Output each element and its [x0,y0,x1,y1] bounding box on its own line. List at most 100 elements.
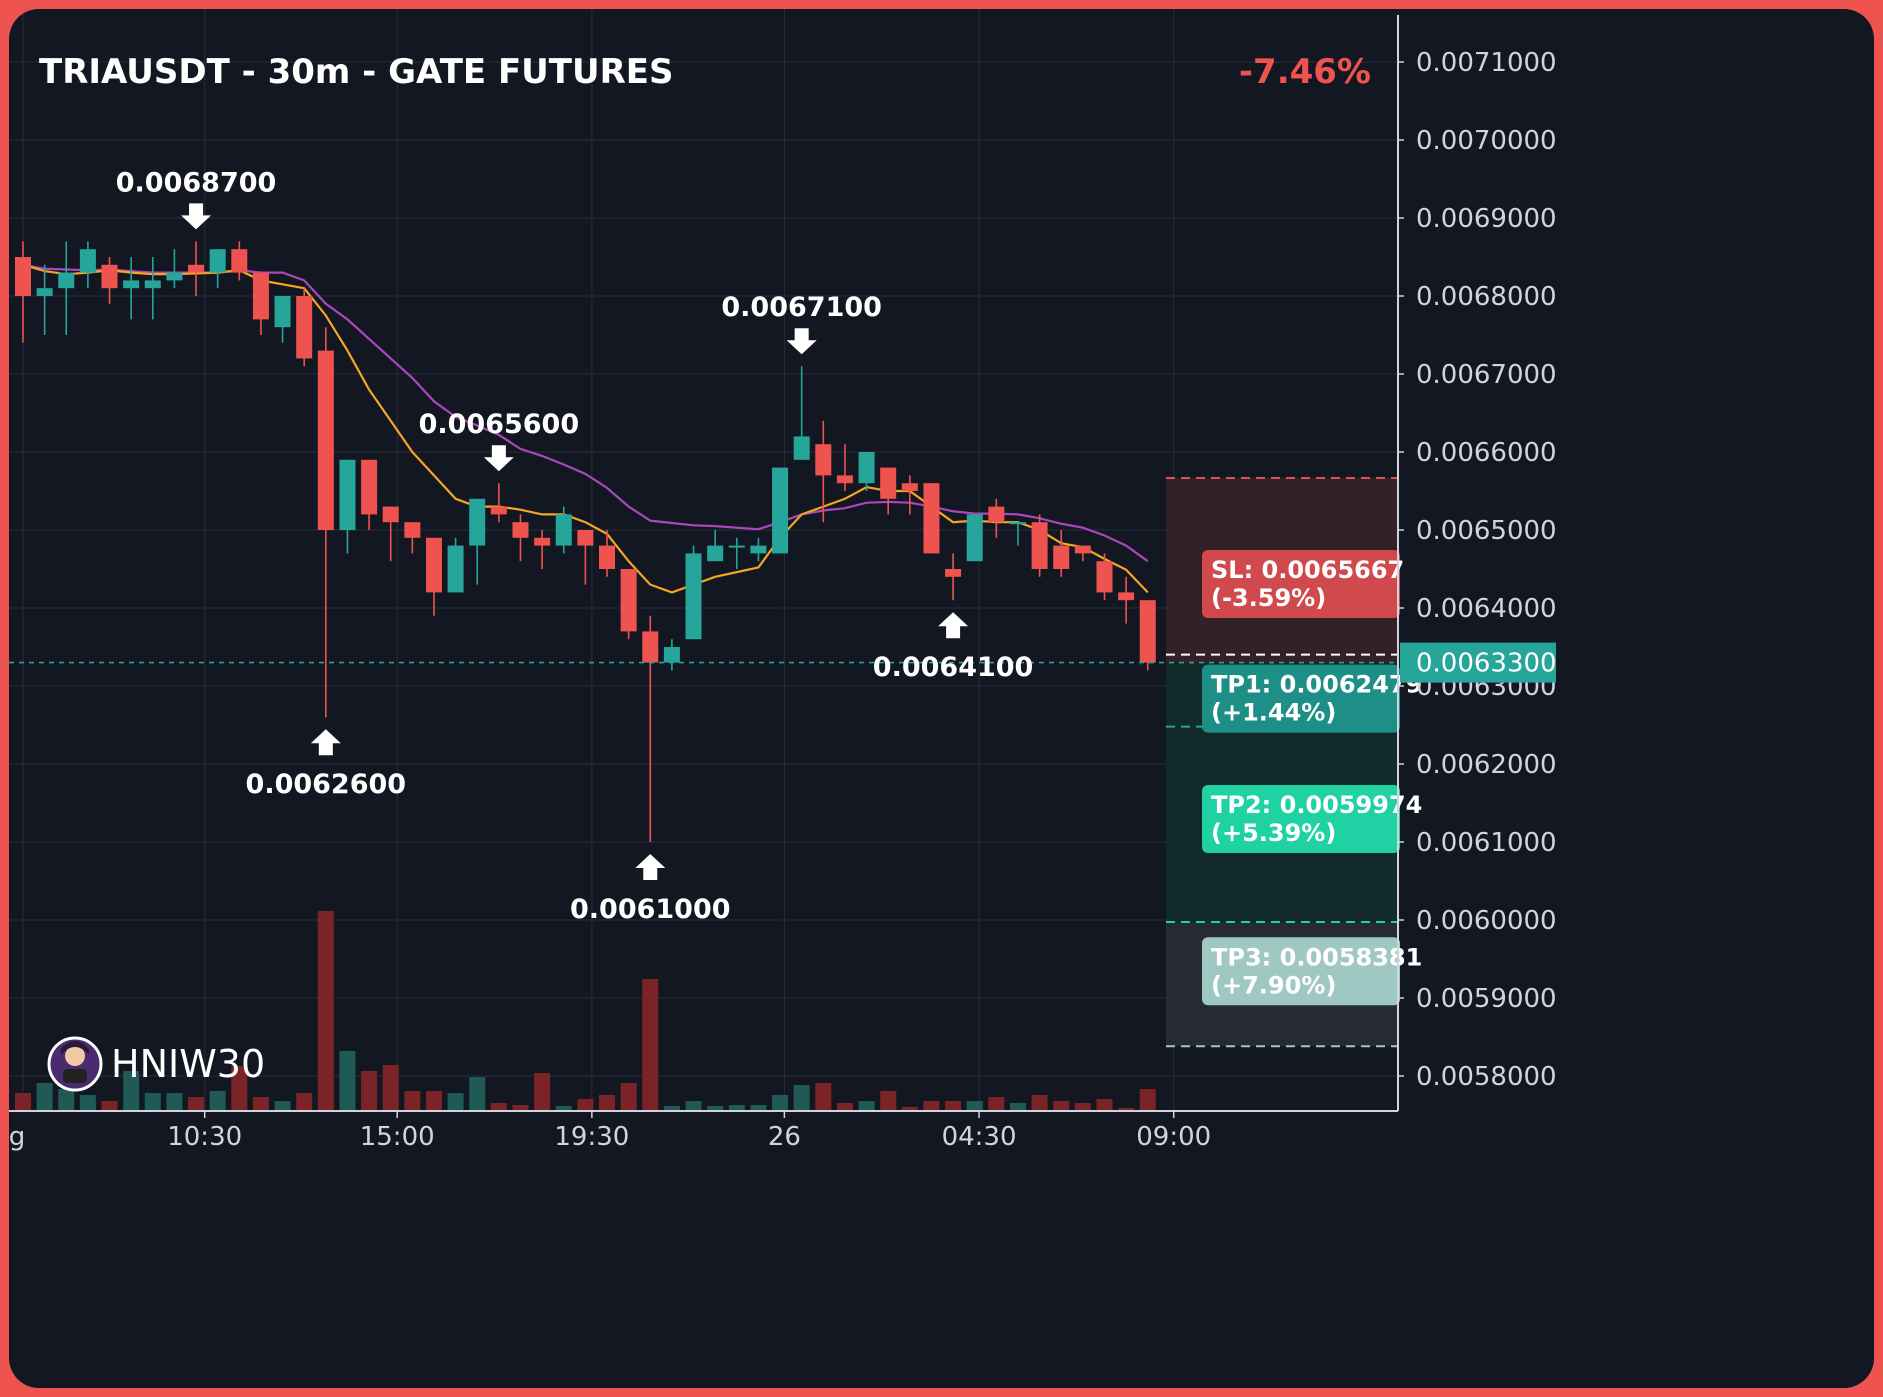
annotation-label: 0.0068700 [116,167,277,198]
tp1-box-title: TP1: 0.0062479 [1211,671,1422,699]
annotation-label: 0.0061000 [570,894,731,925]
volume-bar-40 [880,1091,897,1111]
tp2-label-box: TP2: 0.0059974(+5.39%) [1202,785,1422,854]
annotation-label: 0.0062600 [246,769,407,800]
candle-11 [252,272,269,335]
volume-bar-42 [923,1101,940,1111]
candle-body-20 [447,545,464,593]
price-tick-label-3: 0.0068000 [1416,282,1557,312]
candle-36 [793,366,810,460]
chart-frame: 0.0068700 0.0062600 0.0065600 0.0061000 0.00… [9,9,1874,1388]
volume-bar-50 [1096,1099,1113,1111]
volume-bar-17 [382,1065,399,1111]
volume-bar-10 [231,1066,248,1111]
time-axis: g 10:30 15:00 19:30 26 04:30 09:00 [9,1110,1398,1152]
candle-body-0 [15,257,31,296]
candle-body-19 [425,537,442,593]
arrow-up-icon [938,612,969,639]
volume-bar-32 [707,1106,724,1111]
price-tick-label-2: 0.0069000 [1416,204,1557,234]
candle-body-41 [901,483,918,491]
volume-bar-25 [555,1106,572,1111]
volume-bar-49 [1074,1103,1091,1111]
volume-bar-26 [577,1099,594,1111]
candle-body-29 [642,631,659,663]
volume-bar-12 [274,1101,291,1111]
candle-body-25 [555,514,572,546]
candle-body-6 [144,280,161,289]
candle-12 [274,296,291,343]
volume-bar-3 [79,1095,96,1111]
candle-body-24 [534,537,551,546]
volume-bar-6 [144,1093,161,1111]
sl-box-pct: (-3.59%) [1211,584,1326,612]
candle-6 [144,257,161,320]
candle-body-31 [685,553,702,640]
candle-body-11 [252,272,269,320]
candle-37 [815,420,832,523]
volume-bar-28 [620,1083,637,1111]
candle-body-47 [1031,522,1048,569]
extreme-annotations: 0.0068700 0.0062600 0.0065600 0.0061000 0.00… [116,167,1034,925]
arrow-down-icon [483,445,514,472]
price-tick-label-0: 0.0071000 [1416,48,1557,78]
annotation-label: 0.0064100 [873,652,1034,683]
arrow-up-icon [310,729,341,756]
chart-title: TRIAUSDT - 30m - GATE FUTURES [39,52,673,92]
candle-8 [188,241,205,296]
volume-bar-2 [58,1089,75,1111]
candle-42 [923,483,940,554]
candle-body-43 [945,569,962,577]
candle-9 [209,249,226,289]
time-tick-label-6: 09:00 [1136,1122,1211,1152]
candle-body-49 [1074,545,1091,554]
annotation-low-5: 0.0064100 [873,612,1034,683]
annotation-label: 0.0065600 [419,409,580,440]
sl-label-box: SL: 0.0065667(-3.59%) [1202,549,1404,618]
price-tick-label-1: 0.0070000 [1416,126,1557,156]
candle-3 [79,241,96,289]
candle-body-46 [1009,522,1026,525]
watermark: HNIW30 [47,1036,265,1092]
tp3-box-title: TP3: 0.0058381 [1211,943,1422,971]
candle-39 [858,452,875,491]
volume-bar-0 [15,1093,31,1111]
candle-body-9 [209,249,226,273]
candle-38 [836,444,853,491]
tp3-box-bg [1202,937,1400,1006]
volume-bar-39 [858,1101,875,1111]
price-axis: 0.0071000 0.0070000 0.0069000 0.0068000 0.00… [1397,15,1557,1111]
volume-bar-11 [252,1097,269,1111]
volume-bar-45 [988,1097,1005,1111]
candle-34 [750,537,767,562]
candle-body-52 [1139,600,1156,663]
tp1-box-pct: (+1.44%) [1211,699,1336,727]
candle-44 [966,514,983,562]
candle-19 [425,537,442,616]
volume-bar-21 [469,1077,486,1111]
time-tick-label-4: 26 [768,1122,801,1152]
candle-body-7 [166,272,183,281]
candle-18 [404,522,421,554]
volume-bar-51 [1118,1108,1135,1111]
volume-bar-20 [447,1093,464,1111]
volume-bar-27 [599,1095,616,1111]
volume-bar-9 [209,1091,226,1111]
candle-body-15 [339,459,356,530]
volume-bar-44 [966,1101,983,1111]
tp2-box-bg [1202,785,1400,854]
candle-35 [772,467,789,554]
price-chart[interactable]: 0.0068700 0.0062600 0.0065600 0.0061000 0.00… [9,9,1874,1388]
candle-body-14 [317,350,334,530]
tp1-box-bg [1202,664,1400,733]
time-tick-label-3: 19:30 [554,1122,629,1152]
volume-bar-19 [425,1091,442,1111]
candle-body-42 [923,483,940,554]
candle-30 [663,639,680,671]
volume-bar-22 [490,1103,507,1111]
price-tick-label-11: 0.0060000 [1416,906,1557,936]
volume-bar-35 [772,1095,789,1111]
candle-21 [469,498,486,585]
candle-25 [555,506,572,554]
candle-body-32 [707,545,724,562]
